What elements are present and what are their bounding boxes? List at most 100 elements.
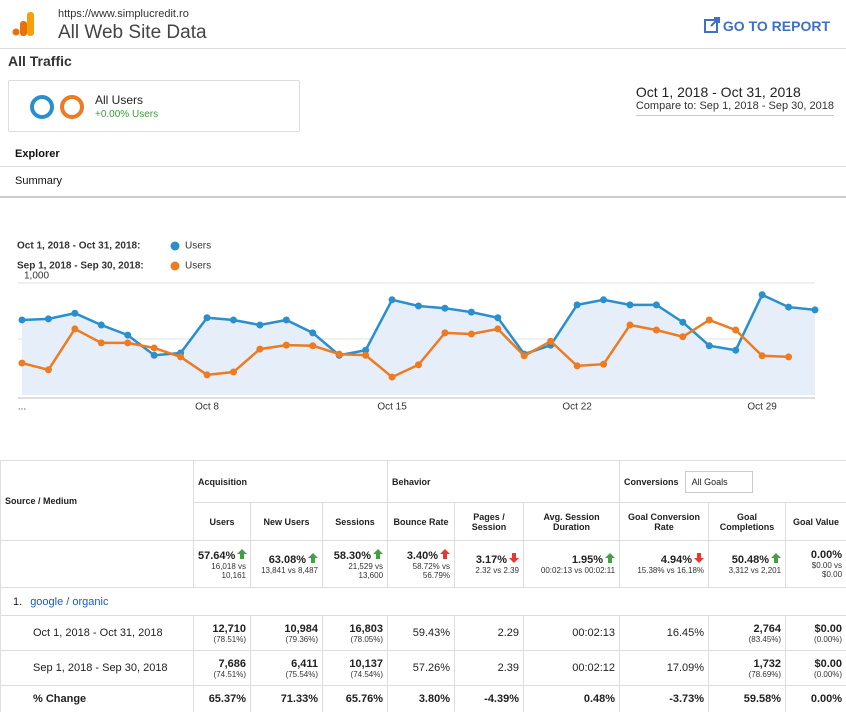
- cell-value: 6,411: [291, 657, 318, 670]
- point: [785, 353, 793, 361]
- point: [362, 346, 370, 354]
- segment-box[interactable]: All Users +0.00% Users: [8, 80, 300, 132]
- group-row: Source / Medium Acquisition Behavior Conver…: [0, 460, 846, 541]
- arrow-shape: [440, 548, 451, 559]
- point: [124, 331, 132, 339]
- tab[interactable]: Summary: [15, 175, 63, 187]
- arrow-shape: [237, 548, 248, 559]
- point: [71, 325, 79, 333]
- column-header[interactable]: Goal Conversion Rate: [619, 502, 710, 541]
- column-header[interactable]: Sessions: [321, 502, 389, 541]
- point: [124, 339, 132, 347]
- arrow-shape: [694, 553, 705, 563]
- point: [97, 339, 105, 347]
- total-change: 3.17%: [459, 553, 520, 566]
- cell-share: (78.05%): [350, 634, 384, 644]
- total-cell: 50.48% 3,312 vs 2,201: [708, 540, 787, 588]
- arrow-shape: [771, 553, 782, 563]
- cell-value: $0.00: [814, 657, 843, 670]
- total-cell: 3.40% 58.72% vs 56.79%: [387, 540, 456, 588]
- cell-value: 12,710: [212, 622, 246, 635]
- y-tick-label: 1,000: [24, 271, 49, 282]
- total-cell: 1.95% 00:02:13 vs 00:02:11: [523, 540, 621, 588]
- property-url: https://www.simplucredit.ro: [58, 8, 189, 20]
- cell-value: 1,732: [753, 657, 782, 670]
- cell-value: 7,686: [218, 657, 246, 670]
- row-link[interactable]: google / organic: [30, 595, 109, 608]
- change-value: 3.40%: [406, 549, 439, 562]
- cell-value: 00:02:13: [572, 627, 616, 639]
- x-tick-label: Oct 29: [747, 402, 777, 413]
- group-header: Behavior: [387, 460, 621, 503]
- cell-share: (78.69%): [748, 669, 782, 679]
- goal-selector[interactable]: All Goals: [684, 470, 753, 493]
- legend-dot: [170, 261, 180, 271]
- total-cell: 0.00% $0.00 vs $0.00: [785, 540, 846, 588]
- value-cell: 3.80%: [387, 685, 456, 712]
- column-header[interactable]: Users: [193, 502, 251, 541]
- point: [758, 291, 766, 299]
- point: [573, 362, 581, 370]
- group-header: Conversions All Goals: [619, 460, 846, 503]
- chart: Oct 1, 2018 - Oct 31, 2018: Users Sep 1, 2…: [17, 241, 819, 413]
- point: [309, 342, 317, 350]
- point: [44, 366, 52, 374]
- legend-period: Oct 1, 2018 - Oct 31, 2018:: [17, 241, 140, 252]
- date-range[interactable]: Oct 1, 2018 - Oct 31, 2018 Compare to: S…: [635, 84, 834, 116]
- column-header[interactable]: Goal Completions: [708, 502, 787, 541]
- period-label: Sep 1, 2018 - Sep 30, 2018: [0, 650, 194, 686]
- point: [256, 345, 264, 353]
- total-change: 3.40%: [392, 548, 451, 562]
- change-value: 58.30%: [333, 549, 372, 562]
- value-cell: 2.39: [454, 650, 525, 686]
- point: [441, 304, 449, 312]
- column-header[interactable]: Avg. Session Duration: [523, 502, 621, 541]
- tab[interactable]: Explorer: [15, 148, 60, 160]
- point: [600, 296, 608, 304]
- point: [309, 329, 317, 337]
- value-cell: 0.00%: [785, 685, 846, 712]
- point: [467, 330, 475, 338]
- column-header[interactable]: New Users: [250, 502, 323, 541]
- value-cell: 1,732 (78.69%): [708, 650, 787, 686]
- arrow-shape: [308, 553, 318, 563]
- point: [652, 326, 660, 334]
- x-tick-label: Oct 22: [562, 402, 592, 413]
- cell-share: (75.54%): [285, 669, 318, 679]
- value-cell: $0.00 (0.00%): [785, 650, 846, 686]
- cell-share: (74.54%): [350, 669, 384, 679]
- dimension-row: 1. google / organic: [0, 587, 846, 616]
- date-current: Oct 1, 2018 - Oct 31, 2018: [635, 84, 801, 100]
- total-detail: 13,841 vs 8,487: [261, 566, 318, 575]
- change-value: 63.08%: [268, 554, 306, 566]
- data-table: Source / Medium Acquisition Behavior Conver…: [0, 460, 846, 712]
- point: [388, 296, 396, 304]
- total-change: 0.00%: [790, 549, 842, 561]
- column-header[interactable]: Goal Value: [785, 502, 846, 541]
- change-value: 0.00%: [810, 549, 843, 561]
- total-detail: 3,312 vs 2,201: [728, 566, 782, 575]
- dimension-cell: 1. google / organic: [0, 587, 846, 616]
- series-line: [21, 318, 789, 379]
- total-change: 50.48%: [713, 553, 782, 566]
- total-change: 57.64%: [198, 548, 248, 562]
- point: [520, 352, 528, 360]
- point: [229, 368, 237, 376]
- point: [44, 315, 52, 323]
- point: [282, 316, 290, 324]
- point: [441, 329, 449, 337]
- cell-value: 2,764: [753, 622, 782, 635]
- column-header[interactable]: Pages / Session: [454, 502, 525, 541]
- go-to-report[interactable]: GO TO REPORT: [703, 17, 830, 35]
- cell-value: 2.29: [497, 627, 520, 639]
- column-row: Users New Users Sessions Bounce Rate Pages /…: [1, 502, 846, 541]
- group-label: Conversions: [624, 476, 679, 487]
- value-cell: -4.39%: [454, 685, 525, 712]
- point: [785, 303, 793, 311]
- link-text: GO TO REPORT: [722, 18, 830, 34]
- column-header[interactable]: Bounce Rate: [387, 502, 456, 541]
- empty-cell: [0, 540, 194, 588]
- total-cell: 63.08% 13,841 vs 8,487: [250, 540, 323, 588]
- point: [626, 301, 634, 309]
- change-value: 4.94%: [660, 554, 693, 566]
